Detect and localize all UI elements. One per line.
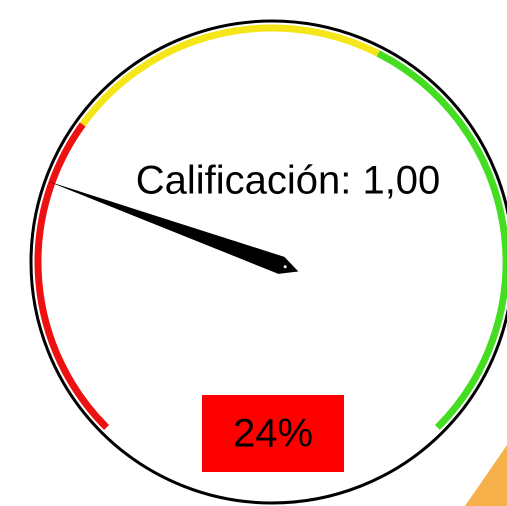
gauge-band (34, 122, 110, 430)
needle (48, 181, 299, 274)
bands (34, 24, 507, 430)
value-label: 24% (233, 412, 313, 456)
gauge-band (79, 24, 380, 127)
needle-layer (48, 181, 299, 274)
chart-title: Calificación: 1,00 (136, 159, 441, 203)
gauge-band (376, 50, 507, 430)
value-box (202, 395, 344, 472)
corner-decoration (465, 445, 507, 506)
needle-hub (283, 265, 287, 269)
